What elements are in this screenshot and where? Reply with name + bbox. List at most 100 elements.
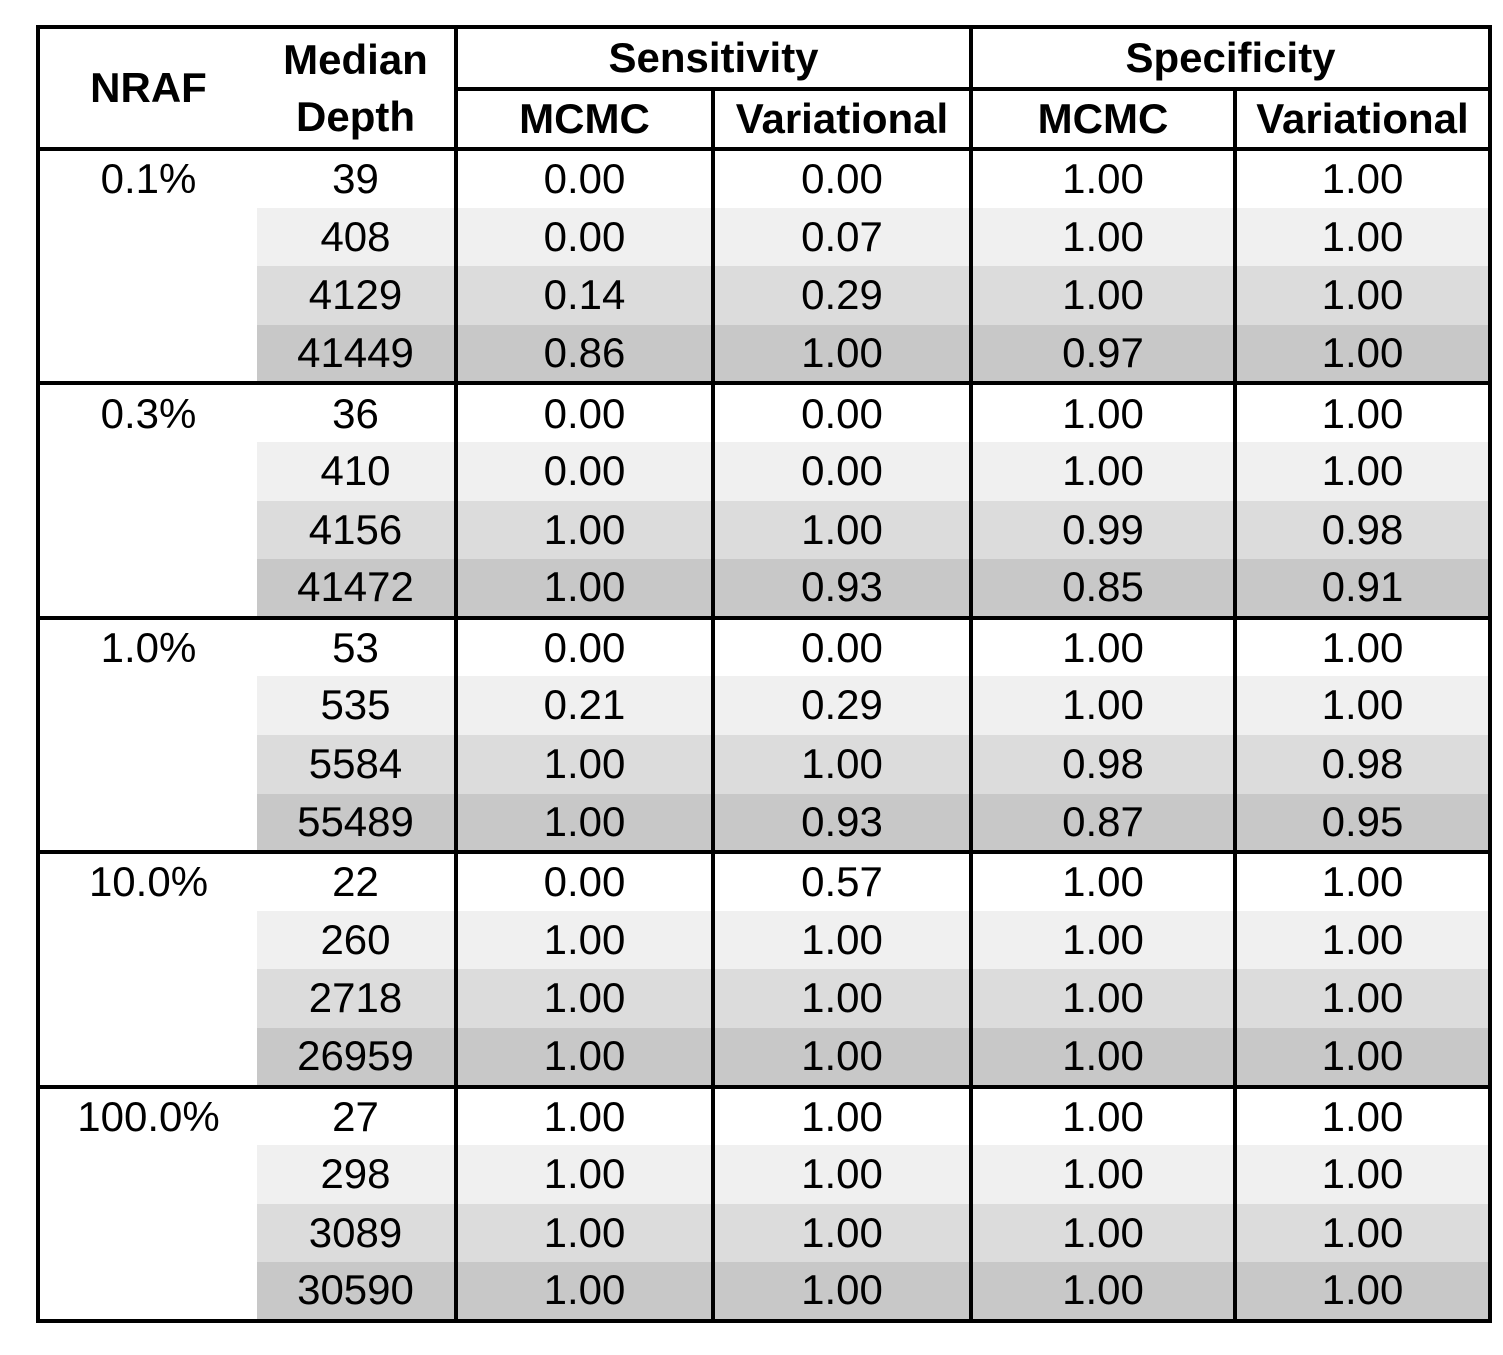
sensitivity-variational-cell: 1.00 [711, 910, 971, 970]
specificity-mcmc-cell: 1.00 [969, 1262, 1235, 1321]
nraf-group: 100.0% 27 1.00 1.00 1.00 1.00 298 1.00 1.00 1.00 1… [38, 1086, 1490, 1321]
specificity-mcmc-cell: 1.00 [969, 383, 1235, 442]
specificity-mcmc-cell: 1.00 [969, 676, 1235, 735]
nraf-group: 1.0% 53 0.00 0.00 1.00 1.00 535 0.21 0.29 1.00 1.0… [38, 617, 1490, 853]
median-depth-cell: 298 [257, 1145, 456, 1204]
nraf-label [38, 1262, 257, 1321]
sensitivity-variational-cell: 0.07 [711, 207, 971, 267]
specificity-variational-cell: 1.00 [1233, 617, 1490, 677]
specificity-variational-cell: 1.00 [1233, 969, 1490, 1028]
specificity-mcmc-cell: 1.00 [969, 1086, 1235, 1146]
specificity-mcmc-cell: 0.85 [969, 559, 1235, 618]
nraf-label [38, 208, 257, 267]
table-row: 100.0% 27 1.00 1.00 1.00 1.00 [38, 1086, 1490, 1146]
specificity-variational-cell: 1.00 [1233, 324, 1490, 384]
specificity-mcmc-cell: 1.00 [969, 441, 1235, 501]
table-row: 3089 1.00 1.00 1.00 1.00 [38, 1203, 1490, 1263]
sensitivity-variational-cell: 1.00 [711, 1086, 971, 1146]
specificity-variational-cell: 1.00 [1233, 1145, 1490, 1204]
specificity-mcmc-cell: 1.00 [969, 910, 1235, 970]
table-row: 10.0% 22 0.00 0.57 1.00 1.00 [38, 852, 1490, 911]
sensitivity-mcmc-cell: 1.00 [454, 734, 713, 794]
sensitivity-variational-cell: 0.00 [711, 383, 971, 442]
sensitivity-mcmc-cell: 0.14 [454, 266, 713, 325]
specificity-variational-cell: 1.00 [1233, 1203, 1490, 1263]
table-row: 4129 0.14 0.29 1.00 1.00 [38, 266, 1490, 325]
specificity-mcmc-cell: 1.00 [969, 266, 1235, 325]
table-row: 41472 1.00 0.93 0.85 0.91 [38, 559, 1490, 618]
header-median-line: Median [283, 36, 428, 83]
sensitivity-variational-cell: 0.29 [711, 266, 971, 325]
sensitivity-variational-cell: 0.93 [711, 559, 971, 618]
sensitivity-variational-cell: 0.93 [711, 793, 971, 853]
nraf-label [38, 676, 257, 735]
table-row: 41449 0.86 1.00 0.97 1.00 [38, 324, 1490, 384]
nraf-label: 100.0% [77, 1092, 220, 1140]
nraf-label [38, 325, 257, 384]
median-depth-cell: 408 [257, 207, 456, 267]
specificity-variational-cell: 1.00 [1233, 1086, 1490, 1146]
sensitivity-variational-cell: 1.00 [711, 1027, 971, 1087]
sensitivity-variational-cell: 1.00 [711, 1262, 971, 1321]
specificity-mcmc-cell: 1.00 [969, 1203, 1235, 1263]
table-row: 408 0.00 0.07 1.00 1.00 [38, 207, 1490, 267]
specificity-variational-cell: 1.00 [1233, 910, 1490, 970]
median-depth-cell: 55489 [257, 793, 456, 853]
header-depth-line: Depth [296, 93, 415, 140]
nraf-label [38, 735, 257, 794]
specificity-variational-cell: 1.00 [1233, 676, 1490, 735]
sensitivity-variational-cell: 0.29 [711, 676, 971, 735]
median-depth-cell: 3089 [257, 1203, 456, 1263]
median-depth-cell: 41472 [257, 559, 456, 618]
sensitivity-mcmc-cell: 0.86 [454, 324, 713, 384]
nraf-label: 0.3% [100, 389, 197, 437]
specificity-mcmc-cell: 1.00 [969, 617, 1235, 677]
sensitivity-mcmc-cell: 1.00 [454, 1203, 713, 1263]
median-depth-cell: 39 [257, 149, 456, 208]
table-row: 2718 1.00 1.00 1.00 1.00 [38, 969, 1490, 1028]
table-row: 0.3% 36 0.00 0.00 1.00 1.00 [38, 383, 1490, 442]
sensitivity-mcmc-cell: 1.00 [454, 1145, 713, 1204]
header-specificity-mcmc: MCMC [969, 89, 1235, 149]
nraf-label [38, 1204, 257, 1263]
median-depth-cell: 4129 [257, 266, 456, 325]
specificity-mcmc-cell: 1.00 [969, 207, 1235, 267]
table-row: 5584 1.00 1.00 0.98 0.98 [38, 734, 1490, 794]
table-row: 30590 1.00 1.00 1.00 1.00 [38, 1262, 1490, 1321]
table-row: 26959 1.00 1.00 1.00 1.00 [38, 1027, 1490, 1087]
header-specificity-variational: Variational [1233, 89, 1490, 149]
table-row: 298 1.00 1.00 1.00 1.00 [38, 1145, 1490, 1204]
table-row: 0.1% 39 0.00 0.00 1.00 1.00 [38, 149, 1490, 208]
sensitivity-mcmc-cell: 0.00 [454, 383, 713, 442]
header-row-top: NRAF Median Depth Sensitivity Specificit… [38, 27, 1490, 140]
specificity-variational-cell: 1.00 [1233, 207, 1490, 267]
specificity-variational-cell: 0.91 [1233, 559, 1490, 618]
nraf-label: 10.0% [88, 858, 209, 906]
specificity-variational-cell: 1.00 [1233, 1262, 1490, 1321]
specificity-mcmc-cell: 1.00 [969, 969, 1235, 1028]
median-depth-cell: 36 [257, 383, 456, 442]
sensitivity-mcmc-cell: 0.00 [454, 441, 713, 501]
sensitivity-variational-cell: 1.00 [711, 969, 971, 1028]
nraf-label [38, 911, 257, 970]
sensitivity-mcmc-cell: 1.00 [454, 1027, 713, 1087]
nraf-group: 10.0% 22 0.00 0.57 1.00 1.00 260 1.00 1.00 1.00 1.… [38, 852, 1490, 1087]
nraf-label: 1.0% [100, 623, 197, 671]
sensitivity-mcmc-cell: 1.00 [454, 1262, 713, 1321]
specificity-variational-cell: 1.00 [1233, 149, 1490, 208]
specificity-mcmc-cell: 1.00 [969, 852, 1235, 911]
sensitivity-mcmc-cell: 1.00 [454, 500, 713, 560]
nraf-group: 0.3% 36 0.00 0.00 1.00 1.00 410 0.00 0.00 1.00 1.0… [38, 383, 1490, 618]
table-row: 55489 1.00 0.93 0.87 0.95 [38, 793, 1490, 853]
nraf-group: 0.1% 39 0.00 0.00 1.00 1.00 408 0.00 0.07 1.00 1.0… [38, 149, 1490, 384]
table-row: 4156 1.00 1.00 0.99 0.98 [38, 500, 1490, 560]
sensitivity-mcmc-cell: 1.00 [454, 969, 713, 1028]
median-depth-cell: 53 [257, 617, 456, 677]
specificity-variational-cell: 0.98 [1233, 734, 1490, 794]
header-sensitivity-variational: Variational [711, 89, 971, 149]
nraf-label [38, 501, 257, 560]
sensitivity-mcmc-cell: 1.00 [454, 1086, 713, 1146]
sensitivity-variational-cell: 1.00 [711, 1145, 971, 1204]
median-depth-cell: 30590 [257, 1262, 456, 1321]
